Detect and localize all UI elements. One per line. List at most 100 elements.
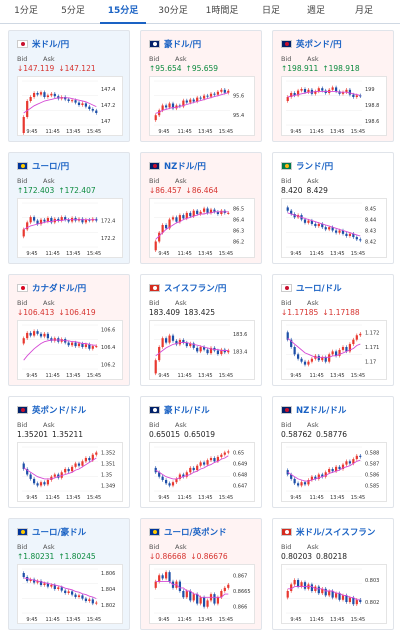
currency-pair-link[interactable]: 豪ドル/ドル bbox=[164, 405, 210, 416]
candle-body bbox=[196, 465, 199, 471]
candle-body bbox=[334, 351, 338, 356]
rate-card[interactable]: 米ドル/スイスフラン Bid Ask 0.80203 0.80218 0.803 0.… bbox=[272, 518, 394, 630]
mini-chart[interactable]: 86.5 86.4 86.3 86.2 9:45 11:45 13:45 15:45 bbox=[149, 198, 255, 258]
candle-body bbox=[154, 360, 157, 374]
mini-chart[interactable]: 0.65 0.649 0.648 0.647 9:45 11:45 13:45 15:45 bbox=[149, 442, 255, 502]
candle-body bbox=[290, 210, 293, 214]
rate-card[interactable]: ユーロ/豪ドル Bid Ask ↑1.80231 ↑1.80245 1.806 1.8… bbox=[8, 518, 130, 630]
currency-pair-link[interactable]: スイスフラン/円 bbox=[164, 283, 227, 294]
currency-pair-link[interactable]: 豪ドル/円 bbox=[164, 39, 202, 50]
rate-card[interactable]: カナダドル/円 Bid Ask ↓106.413 ↓106.419 106.6 106… bbox=[8, 274, 130, 386]
candle-body bbox=[352, 597, 355, 605]
currency-pair-link[interactable]: ユーロ/ドル bbox=[296, 283, 342, 294]
candle-body bbox=[296, 580, 300, 587]
tab-1[interactable]: 5分足 bbox=[61, 6, 85, 16]
x-tick-label: 13:45 bbox=[330, 617, 344, 623]
rate-card[interactable]: NZドル/円 Bid Ask ↓86.457 ↓86.464 86.5 86.4 86.… bbox=[140, 152, 262, 264]
currency-pair-link[interactable]: 英ポンド/円 bbox=[296, 39, 342, 50]
currency-pair-link[interactable]: NZドル/円 bbox=[164, 161, 206, 172]
rate-card[interactable]: 英ポンド/円 Bid Ask ↑198.911 ↑198.918 199 198.8 1… bbox=[272, 30, 394, 142]
candle-body bbox=[182, 474, 185, 477]
candle-body bbox=[43, 583, 46, 585]
candle-body bbox=[300, 482, 303, 486]
currency-pair-link[interactable]: 米ドル/円 bbox=[32, 39, 70, 50]
y-tick-label: 95.6 bbox=[233, 94, 244, 100]
y-tick-label: 183.4 bbox=[233, 349, 247, 355]
mini-chart[interactable]: 199 198.8 198.6 9:45 11:45 13:45 15:45 bbox=[281, 76, 387, 136]
tab-2[interactable]: 15分足 bbox=[100, 0, 146, 24]
moving-average-line bbox=[155, 92, 229, 114]
ask-value: 183.425 bbox=[184, 308, 216, 317]
currency-pair-link[interactable]: ランド/円 bbox=[296, 161, 334, 172]
mini-chart[interactable]: 0.803 0.802 9:45 11:45 13:45 15:45 bbox=[281, 564, 387, 624]
tab-6[interactable]: 週足 bbox=[306, 6, 325, 16]
currency-pair-link[interactable]: カナダドル/円 bbox=[32, 283, 87, 294]
candle-body bbox=[331, 469, 334, 472]
currency-pair-link[interactable]: ユーロ/英ポンド bbox=[164, 527, 227, 538]
rate-card[interactable]: 豪ドル/ドル Bid Ask 0.65015 0.65019 0.65 0.649 0.… bbox=[140, 396, 262, 508]
candle-body bbox=[185, 472, 188, 477]
tab-0[interactable]: 1分足 bbox=[14, 6, 38, 16]
rate-card[interactable]: 豪ドル/円 Bid Ask ↑95.654 ↑95.659 95.6 95.4 9:45… bbox=[140, 30, 262, 142]
candle-body bbox=[348, 597, 352, 602]
currency-pair-link[interactable]: 米ドル/スイスフラン bbox=[296, 527, 376, 538]
mini-chart[interactable]: 1.806 1.804 1.802 9:45 11:45 13:45 15:45 bbox=[17, 564, 123, 624]
tab-3[interactable]: 30分足 bbox=[158, 6, 188, 16]
tab-5[interactable]: 日足 bbox=[261, 6, 280, 16]
mini-chart[interactable]: 95.6 95.4 9:45 11:45 13:45 15:45 bbox=[149, 76, 255, 136]
rate-card[interactable]: ユーロ/円 Bid Ask ↑172.403 ↑172.407 172.4 172.2… bbox=[8, 152, 130, 264]
candle-body bbox=[341, 92, 345, 94]
mini-chart[interactable]: 172.4 172.2 9:45 11:45 13:45 15:45 bbox=[17, 198, 123, 258]
rate-card[interactable]: 米ドル/円 Bid Ask ↓147.119 ↓147.121 147.4 147.2… bbox=[8, 30, 130, 142]
x-tick-label: 9:45 bbox=[158, 251, 169, 257]
candle-body bbox=[341, 347, 345, 350]
au-flag-icon bbox=[149, 39, 160, 48]
candle-body bbox=[84, 458, 88, 462]
mini-chart[interactable]: 183.6 183.4 9:45 11:45 13:45 15:45 bbox=[149, 320, 255, 380]
bid-ask-labels: Bid Ask bbox=[149, 55, 201, 63]
candle-body bbox=[29, 97, 32, 101]
candle-body bbox=[355, 335, 358, 340]
candle-body bbox=[158, 575, 161, 582]
candle-body bbox=[26, 469, 29, 475]
currency-pair-link[interactable]: ユーロ/円 bbox=[32, 161, 70, 172]
rate-card[interactable]: ユーロ/ドル Bid Ask ↓1.17185 ↓1.17188 1.172 1.17… bbox=[272, 274, 394, 386]
candle-body bbox=[355, 599, 358, 605]
candle-body bbox=[303, 361, 307, 365]
candle-body bbox=[36, 483, 39, 486]
tab-7[interactable]: 月足 bbox=[354, 6, 373, 16]
mini-chart[interactable]: 1.172 1.171 1.17 9:45 11:45 13:45 15:45 bbox=[281, 320, 387, 380]
rate-card[interactable]: ユーロ/英ポンド Bid Ask ↓0.86668 ↓0.86676 0.867 0.… bbox=[140, 518, 262, 630]
candle-body bbox=[341, 230, 345, 234]
rate-card[interactable]: 英ポンド/ドル Bid Ask 1.35201 1.35211 1.352 1.351… bbox=[8, 396, 130, 508]
tab-4[interactable]: 1時間足 bbox=[205, 6, 239, 16]
rate-card[interactable]: ランド/円 Bid Ask 8.420 8.429 8.45 8.44 8.43 8.42… bbox=[272, 152, 394, 264]
candle-body bbox=[57, 587, 60, 589]
ask-label: Ask bbox=[43, 299, 55, 307]
mini-chart[interactable]: 0.588 0.587 0.586 0.585 9:45 11:45 13:45 15:45 bbox=[281, 442, 387, 502]
mini-chart[interactable]: 0.867 0.8665 0.866 9:45 11:45 13:45 15:45 bbox=[149, 564, 255, 624]
y-tick-label: 0.803 bbox=[365, 578, 379, 584]
rate-card[interactable]: NZドル/ドル Bid Ask 0.58762 0.58776 0.588 0.587… bbox=[272, 396, 394, 508]
candle-body bbox=[192, 210, 195, 217]
candle-body bbox=[32, 478, 36, 484]
ask-value: 1.35211 bbox=[52, 430, 84, 439]
mini-chart[interactable]: 147.4 147.2 147 9:45 11:45 13:45 15:45 bbox=[17, 76, 123, 136]
candle-body bbox=[171, 217, 175, 220]
rate-card[interactable]: スイスフラン/円 Bid Ask 183.409 183.425 183.6 183.… bbox=[140, 274, 262, 386]
mini-chart[interactable]: 1.352 1.351 1.35 1.349 9:45 11:45 13:45 15:45 bbox=[17, 442, 123, 502]
mini-chart[interactable]: 8.45 8.44 8.43 8.42 9:45 11:45 13:45 15:45 bbox=[281, 198, 387, 258]
candle-body bbox=[209, 93, 213, 97]
price-chart-svg: 1.352 1.351 1.35 1.349 9:45 11:45 13:45 15:45 bbox=[22, 446, 115, 501]
currency-pair-link[interactable]: NZドル/ドル bbox=[296, 405, 347, 416]
y-tick-label: 172.2 bbox=[101, 236, 115, 242]
mini-chart[interactable]: 106.6 106.4 106.2 9:45 11:45 13:45 15:45 bbox=[17, 320, 123, 380]
candle-body bbox=[314, 476, 317, 479]
bid-ask-labels: Bid Ask bbox=[149, 421, 201, 429]
currency-pair-link[interactable]: 英ポンド/ドル bbox=[32, 405, 87, 416]
bid-ask-labels: Bid Ask bbox=[281, 55, 333, 63]
currency-pair-link[interactable]: ユーロ/豪ドル bbox=[32, 527, 87, 538]
candle-body bbox=[39, 333, 43, 337]
bid-ask-values: ↓1.17185 ↓1.17188 bbox=[281, 308, 364, 317]
x-tick-label: 9:45 bbox=[158, 373, 169, 379]
